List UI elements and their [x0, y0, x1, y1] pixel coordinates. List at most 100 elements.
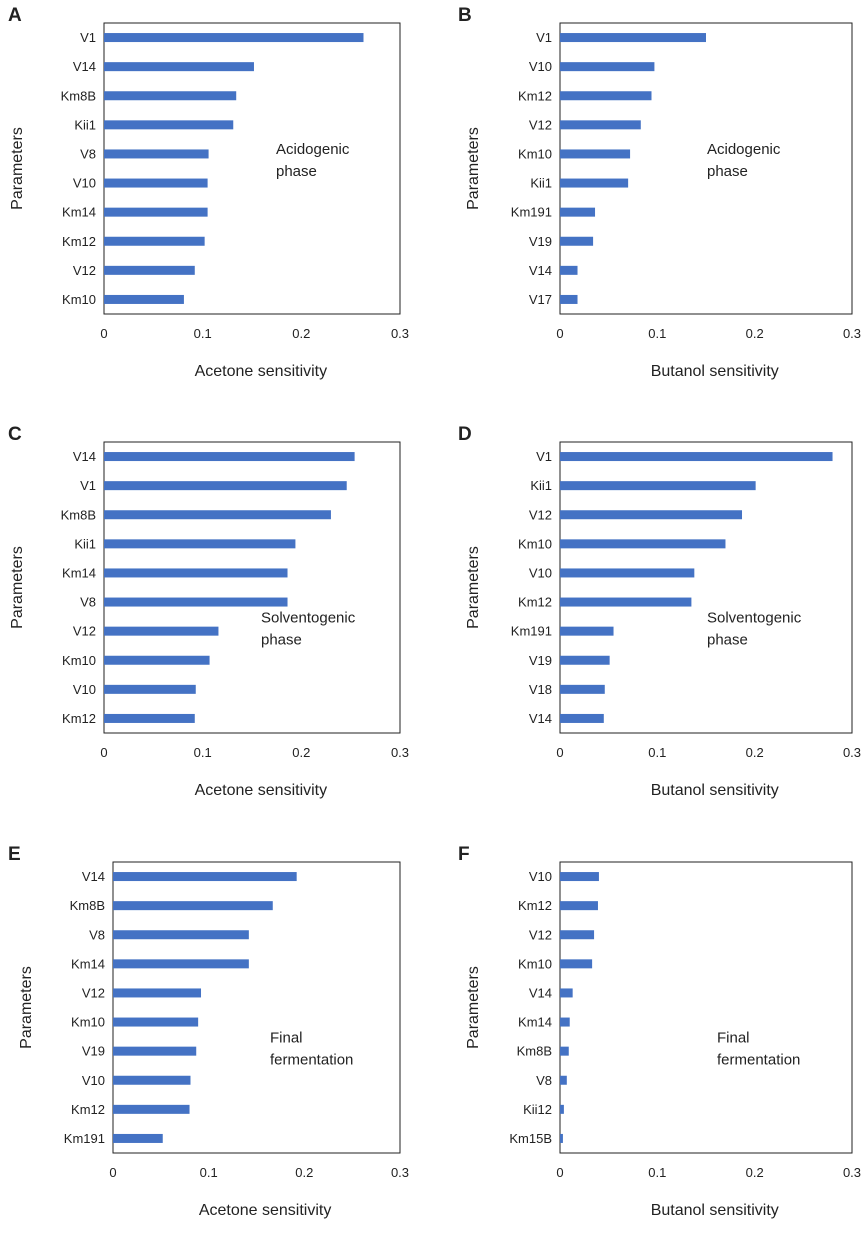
panel-d-category-label: Kii1	[530, 478, 552, 493]
panel-e-plot-frame	[112, 861, 401, 1154]
panel-a-annotation-line: Acidogenic	[276, 141, 350, 158]
panel-c-bar-v8	[104, 597, 288, 607]
panel-a-category-label: V14	[73, 59, 96, 74]
panel-e-x-tick-label: 0.2	[295, 1165, 313, 1180]
panel-a-letter: A	[8, 5, 22, 26]
panel-b-bar-v19	[560, 236, 594, 246]
panel-b-x-tick-label: 0.2	[746, 326, 764, 341]
panel-c-category-label: Kii1	[74, 536, 96, 551]
panel-d-category-label: V10	[529, 565, 552, 580]
panel-f-bar-kii12	[560, 1104, 564, 1114]
panel-a-bar-km12	[104, 236, 205, 246]
panel-a-x-tick-label: 0.1	[194, 326, 212, 341]
panel-e-category-label: Km12	[71, 1102, 105, 1117]
panel-b-bar-km12	[560, 91, 652, 101]
panel-d-annotation-line: phase	[707, 631, 748, 648]
panel-e-category-label: V8	[89, 927, 105, 942]
panel-b-annotation-line: Acidogenic	[707, 141, 781, 158]
panel-a-bar-kii1	[104, 120, 234, 130]
panel-f-x-axis-title: Butanol sensitivity	[651, 1202, 779, 1219]
panel-c-x-axis-title: Acetone sensitivity	[195, 782, 328, 799]
panel-d-plot-frame	[559, 441, 853, 734]
panel-d-category-label: Km12	[518, 595, 552, 610]
panel-d-category-label: V19	[529, 653, 552, 668]
panel-a-bar-km14	[104, 207, 208, 217]
panel-c-bar-km8b	[104, 510, 331, 520]
panel-e-bar-km191	[113, 1133, 163, 1143]
panel-f-bar-km12	[560, 901, 598, 911]
panel-e-bar-v12	[113, 988, 202, 998]
panel-a-bar-v10	[104, 178, 208, 188]
panel-b-x-tick-label: 0.1	[648, 326, 666, 341]
panel-c-x-tick-label: 0	[100, 745, 107, 760]
panel-c-category-label: Km10	[62, 653, 96, 668]
panel-e-category-label: Km8B	[70, 898, 105, 913]
panel-d-bar-km12	[560, 597, 692, 607]
panel-a-category-label: V10	[73, 176, 96, 191]
panel-f-category-label: Km12	[518, 898, 552, 913]
panel-c-bar-km10	[104, 655, 210, 665]
panel-c-bar-kii1	[104, 539, 296, 549]
panel-f-letter: F	[458, 844, 470, 865]
panel-f-bar-km8b	[560, 1046, 569, 1056]
panel-b-plot-frame	[559, 22, 853, 315]
panel-d-y-axis-title: Parameters	[465, 546, 482, 629]
panel-a-category-label: Km8B	[61, 88, 96, 103]
panel-a-category-label: Km14	[62, 205, 96, 220]
panel-f-bar-km14	[560, 1017, 570, 1027]
panel-b-bar-v14	[560, 265, 578, 275]
panel-f-bar-v8	[560, 1075, 567, 1085]
panel-b-x-tick-label: 0.3	[843, 326, 861, 341]
panel-f-annotation-line: Final	[717, 1029, 750, 1046]
panel-c-x-tick-label: 0.3	[391, 745, 409, 760]
panel-d-letter: D	[458, 424, 472, 445]
panel-d-bar-v14	[560, 713, 604, 723]
panel-b-category-label: V12	[529, 117, 552, 132]
panel-a-x-tick-label: 0.2	[292, 326, 310, 341]
panel-e-bar-km8b	[113, 901, 273, 911]
panel-b-bar-kii1	[560, 178, 629, 188]
panel-b-bar-v10	[560, 62, 655, 72]
panel-a-bar-v14	[104, 62, 254, 72]
panel-d-bar-v10	[560, 568, 695, 578]
panel-f-x-tick-label: 0.3	[843, 1165, 861, 1180]
panel-a-plot-frame	[103, 22, 401, 315]
panel-d-bar-v1	[560, 452, 833, 462]
panel-e-bar-v10	[113, 1075, 191, 1085]
panel-c-bar-v10	[104, 684, 196, 694]
panel-f-category-label: V8	[536, 1073, 552, 1088]
panel-f-category-label: Km14	[518, 1015, 552, 1030]
panel-c-letter: C	[8, 424, 22, 445]
panel-f-annotation-line: fermentation	[717, 1051, 800, 1068]
panel-d-x-tick-label: 0.1	[648, 745, 666, 760]
panel-e-category-label: Km10	[71, 1015, 105, 1030]
panel-f-category-label: V14	[529, 985, 552, 1000]
panel-b-category-label: V17	[529, 292, 552, 307]
panel-a-category-label: V1	[80, 30, 96, 45]
panel-f-bar-v12	[560, 930, 595, 940]
panel-f-category-label: V10	[529, 869, 552, 884]
panel-c-annotation-line: phase	[261, 631, 302, 648]
panel-f-category-label: V12	[529, 927, 552, 942]
panel-b-category-label: V10	[529, 59, 552, 74]
panel-b-category-label: Km12	[518, 88, 552, 103]
panel-d-category-label: V12	[529, 507, 552, 522]
panel-a-x-tick-label: 0	[100, 326, 107, 341]
panel-c-category-label: V1	[80, 478, 96, 493]
panel-f-category-label: Km15B	[509, 1131, 552, 1146]
panel-e-category-label: V19	[82, 1044, 105, 1059]
panel-c-bar-v1	[104, 481, 347, 491]
panel-b-letter: B	[458, 5, 472, 26]
panel-a-y-axis-title: Parameters	[9, 127, 26, 210]
panel-e-bar-v19	[113, 1046, 197, 1056]
panel-a-bar-km8b	[104, 91, 237, 101]
panel-a-annotation-line: phase	[276, 163, 317, 180]
panel-e-bar-km12	[113, 1104, 190, 1114]
panel-e-bar-km10	[113, 1017, 199, 1027]
panel-f-x-tick-label: 0.2	[746, 1165, 764, 1180]
panel-e-bar-v14	[113, 872, 297, 882]
panel-e-bar-km14	[113, 959, 249, 969]
panel-b-x-tick-label: 0	[556, 326, 563, 341]
panel-c-category-label: V8	[80, 595, 96, 610]
